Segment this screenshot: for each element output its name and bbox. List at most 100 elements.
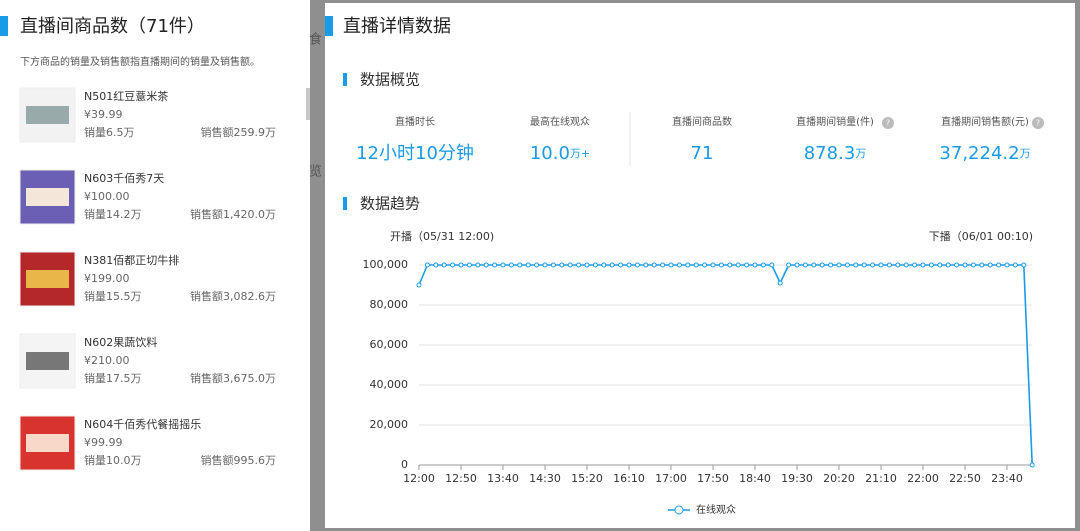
point xyxy=(769,262,775,268)
point xyxy=(777,280,783,286)
point xyxy=(651,262,657,268)
point xyxy=(450,262,456,268)
x-tick-label: 21:10 xyxy=(865,472,897,485)
point xyxy=(727,262,733,268)
point xyxy=(660,262,666,268)
point xyxy=(609,262,615,268)
x-tick-label: 18:40 xyxy=(739,472,771,485)
product-image-detail xyxy=(26,352,69,370)
x-tick-label: 16:10 xyxy=(613,472,645,485)
point xyxy=(576,262,582,268)
point xyxy=(878,262,884,268)
x-tick-label: 23:40 xyxy=(991,472,1023,485)
y-tick-label: 80,000 xyxy=(370,298,409,311)
x-tick-label: 20:20 xyxy=(823,472,855,485)
x-tick-label: 12:50 xyxy=(445,472,477,485)
point xyxy=(601,262,607,268)
point xyxy=(466,262,472,268)
legend-marker xyxy=(674,505,684,515)
point xyxy=(920,262,926,268)
stat-label: 直播期间销量(件) xyxy=(796,115,874,128)
point xyxy=(970,262,976,268)
stat-label: 直播期间销售额(元) xyxy=(941,115,1029,128)
stat-number: 37,224.2 xyxy=(939,143,1019,164)
point xyxy=(861,262,867,268)
point xyxy=(886,262,892,268)
point xyxy=(987,262,993,268)
point xyxy=(853,262,859,268)
point xyxy=(618,262,624,268)
product-sales: 销量14.2万 xyxy=(84,207,142,221)
background-text: 览 xyxy=(309,164,322,180)
background-text: 食 xyxy=(309,32,322,48)
point xyxy=(819,262,825,268)
point xyxy=(870,262,876,268)
product-revenue: 销售额3,675.0万 xyxy=(190,371,276,385)
point xyxy=(676,262,682,268)
point xyxy=(811,262,817,268)
point xyxy=(828,262,834,268)
point xyxy=(584,262,590,268)
point xyxy=(912,262,918,268)
x-tick-label: 12:00 xyxy=(403,472,435,485)
point xyxy=(492,262,498,268)
legend-label: 在线观众 xyxy=(696,503,736,516)
point xyxy=(508,262,514,268)
y-tick-label: 20,000 xyxy=(370,418,409,431)
point xyxy=(895,262,901,268)
stat-value: 10.0万+ xyxy=(530,143,590,164)
product-sales: 销量17.5万 xyxy=(84,371,142,385)
stat-value: 12小时10分钟 xyxy=(356,143,474,164)
point xyxy=(718,262,724,268)
point xyxy=(542,262,548,268)
stat-label: 直播间商品数 xyxy=(672,115,732,128)
x-tick-label: 17:50 xyxy=(697,472,729,485)
product-sales: 销量6.5万 xyxy=(84,125,135,139)
x-tick-label: 22:00 xyxy=(907,472,939,485)
point xyxy=(475,262,481,268)
x-tick-label: 19:30 xyxy=(781,472,813,485)
point xyxy=(836,262,842,268)
point xyxy=(441,262,447,268)
product-name: N501红豆薏米茶 xyxy=(84,90,168,103)
product-price: ¥99.99 xyxy=(84,436,123,449)
scrollbar xyxy=(306,88,310,120)
stat-value: 71 xyxy=(691,143,714,164)
point xyxy=(550,262,556,268)
product-image-detail xyxy=(26,106,69,124)
point xyxy=(559,262,565,268)
point xyxy=(534,262,540,268)
x-tick-label: 15:20 xyxy=(571,472,603,485)
product-revenue: 销售额259.9万 xyxy=(201,125,277,139)
point xyxy=(517,262,523,268)
point xyxy=(567,262,573,268)
product-revenue: 销售额995.6万 xyxy=(201,453,277,467)
product-sales: 销量15.5万 xyxy=(84,289,142,303)
panel-subtitle: 下方商品的销量及销售额指直播期间的销量及销售额。 xyxy=(20,55,260,68)
point xyxy=(693,262,699,268)
stat-number: 71 xyxy=(691,143,714,164)
point xyxy=(735,262,741,268)
x-tick-label: 13:40 xyxy=(487,472,519,485)
point xyxy=(962,262,968,268)
product-name: N604千佰秀代餐摇摇乐 xyxy=(84,417,201,431)
point xyxy=(710,262,716,268)
x-tick-label: 14:30 xyxy=(529,472,561,485)
product-image-detail xyxy=(26,188,69,206)
point xyxy=(685,262,691,268)
point xyxy=(1012,262,1018,268)
point xyxy=(1029,462,1035,468)
stat-number: 12小时10分钟 xyxy=(356,143,474,164)
product-price: ¥199.00 xyxy=(84,272,130,285)
point xyxy=(844,262,850,268)
point xyxy=(1004,262,1010,268)
point xyxy=(668,262,674,268)
help-text: ? xyxy=(886,119,890,128)
product-name: N603千佰秀7天 xyxy=(84,172,164,185)
x-tick-label: 17:00 xyxy=(655,472,687,485)
section-heading: 数据趋势 xyxy=(360,195,420,213)
point xyxy=(979,262,985,268)
point xyxy=(996,262,1002,268)
stat-unit: 万+ xyxy=(570,147,590,160)
